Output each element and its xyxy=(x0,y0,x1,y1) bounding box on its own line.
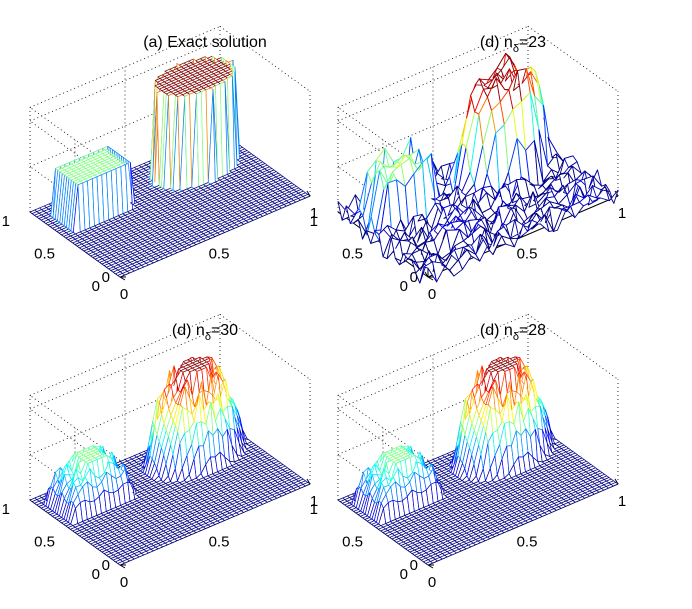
y-tick-label: 1 xyxy=(310,501,318,518)
x-tick-label: 0.5 xyxy=(517,534,538,551)
grid-line xyxy=(29,25,221,108)
surface-mesh xyxy=(29,55,311,278)
x-tick-label: 1 xyxy=(618,493,626,510)
grid-line xyxy=(29,327,221,410)
title-prefix: (d) n xyxy=(480,34,513,51)
z-tick-label: 0 xyxy=(102,269,110,286)
x-tick-label: 1 xyxy=(618,205,626,222)
x-tick xyxy=(306,190,311,197)
y-tick-label: 0.5 xyxy=(342,246,363,263)
y-tick xyxy=(119,276,126,281)
title-subscript: δ xyxy=(513,43,519,55)
grid-line xyxy=(219,26,311,92)
x-tick-label: 0 xyxy=(120,574,128,591)
surface-cell xyxy=(302,482,311,487)
panel-title: (d) nδ=28 xyxy=(480,322,546,343)
x-tick-label: 0 xyxy=(428,286,436,303)
surface-cell xyxy=(302,194,311,199)
grid-line xyxy=(337,327,529,410)
x-tick-label: 0 xyxy=(428,574,436,591)
x-tick-label: 0.5 xyxy=(209,246,230,263)
y-tick xyxy=(427,276,434,281)
x-tick-label: 0.5 xyxy=(209,534,230,551)
y-tick xyxy=(119,564,126,569)
title-subscript: δ xyxy=(513,331,519,343)
grid-line xyxy=(337,408,429,475)
panel-title: (a) Exact solution xyxy=(143,34,267,51)
y-tick-label: 0 xyxy=(92,566,100,583)
y-tick-label: 0 xyxy=(400,566,408,583)
grid-line xyxy=(29,107,121,173)
grid-line xyxy=(29,39,221,122)
grid-line xyxy=(527,314,619,380)
grid-line xyxy=(29,120,121,187)
surface-mesh xyxy=(337,53,619,284)
x-tick-label: 0 xyxy=(120,286,128,303)
surface-mesh xyxy=(29,356,311,566)
grid-line xyxy=(337,313,529,396)
x-tick-label: 1 xyxy=(310,205,318,222)
y-tick-label: 0 xyxy=(400,278,408,295)
grid-line xyxy=(29,313,221,396)
panel-title: (d) nδ=23 xyxy=(480,34,546,55)
grid-line xyxy=(337,454,429,520)
y-tick xyxy=(427,564,434,569)
grid-line xyxy=(29,166,121,232)
grid-line xyxy=(527,26,619,92)
title-prefix: (d) n xyxy=(172,322,205,339)
surface-mesh xyxy=(337,356,619,566)
x-tick xyxy=(306,478,311,485)
grid-line xyxy=(29,395,121,461)
grid-line xyxy=(29,408,121,475)
y-tick-label: 0.5 xyxy=(342,534,363,551)
x-tick xyxy=(614,478,619,485)
y-tick-label: 0 xyxy=(92,278,100,295)
panel-title: (d) nδ=30 xyxy=(172,322,238,343)
y-tick-label: 1 xyxy=(310,213,318,230)
grid-line xyxy=(337,39,529,122)
title-prefix: (d) n xyxy=(480,322,513,339)
title-suffix: =23 xyxy=(519,34,546,51)
y-tick-label: 1 xyxy=(2,213,10,230)
grid-line xyxy=(29,454,121,520)
grid-line xyxy=(337,120,429,187)
z-tick-label: 0 xyxy=(410,557,418,574)
y-tick-label: 0.5 xyxy=(34,246,55,263)
grid-line xyxy=(219,314,311,380)
y-tick-label: 0.5 xyxy=(34,534,55,551)
grid-line xyxy=(337,25,529,108)
title-subscript: δ xyxy=(205,331,211,343)
title-suffix: =30 xyxy=(211,322,238,339)
surface-cell xyxy=(604,186,619,204)
y-tick-label: 1 xyxy=(2,501,10,518)
z-tick-label: 0 xyxy=(102,557,110,574)
x-tick-label: 1 xyxy=(310,493,318,510)
grid-line xyxy=(337,107,429,173)
grid-line xyxy=(337,166,429,232)
x-tick-label: 0.5 xyxy=(517,246,538,263)
z-tick-label: 0 xyxy=(410,269,418,286)
grid-line xyxy=(337,395,429,461)
x-tick xyxy=(424,271,429,278)
title-suffix: =28 xyxy=(519,322,546,339)
